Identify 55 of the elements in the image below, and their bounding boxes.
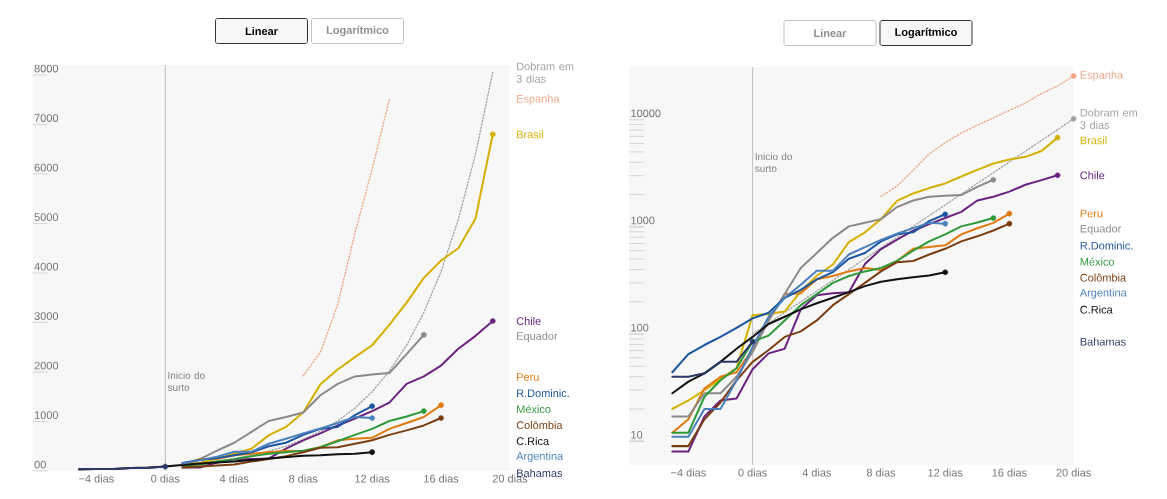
series-label: Brasil [1080, 136, 1107, 145]
y-tick-label: 1000 [631, 216, 655, 225]
text: Equador [1080, 224, 1122, 235]
x-tick-label: 12 dias [928, 468, 963, 477]
text: Peru [517, 373, 539, 381]
y-tick-label: 00 [34, 460, 46, 469]
text: Colômbia [516, 420, 563, 430]
text: C.Rica [516, 436, 550, 446]
ref-line-label: Inicio do surto [755, 152, 793, 173]
text: Linear [245, 26, 278, 36]
y-tick-label: 1000 [34, 411, 59, 419]
x-tick-label: 16 dias [424, 474, 459, 483]
y-tick-label: 10 [631, 430, 643, 439]
text: R.Dominic. [517, 388, 569, 398]
x-tick-label: −4 dias [79, 474, 114, 483]
series-label: Espanha [1080, 70, 1124, 82]
text: Colômbia [1080, 273, 1127, 282]
x-tick-label: 12 dias [355, 474, 390, 483]
text: Equador [517, 331, 558, 343]
text: Argentina [1079, 288, 1127, 299]
x-tick-label: 8 dias [866, 468, 896, 477]
text: México [517, 404, 551, 414]
text: Logarítmico [326, 25, 389, 37]
text: Espanha [517, 94, 560, 105]
series-label: Dobram em 3 dias [1080, 108, 1137, 129]
y-tick-label: 5000 [34, 213, 59, 221]
y-tick-label: 10000 [631, 109, 661, 118]
text: Logarítmico [895, 27, 957, 39]
x-tick-label: 4 dias [802, 468, 832, 477]
text: Linear [814, 28, 847, 38]
text: R.Dominic. [1080, 241, 1133, 250]
ref-line-label: Inicio do surto [167, 371, 205, 391]
x-tick-label: 0 dias [738, 468, 767, 477]
text: Peru [1080, 209, 1103, 218]
x-tick-label: 8 dias [289, 474, 318, 483]
y-tick-label: 2000 [34, 361, 59, 370]
x-tick-label: −4 dias [671, 468, 706, 477]
x-tick-label: 20 dias [1056, 468, 1091, 477]
y-tick-label: 100 [631, 323, 649, 332]
y-tick-label: 3000 [34, 312, 59, 320]
x-tick-label: 16 dias [992, 468, 1027, 477]
series-label: Chile [1080, 171, 1105, 180]
y-tick-label: 7000 [34, 114, 59, 122]
text: C.Rica [1080, 305, 1113, 314]
text: México [1080, 257, 1115, 266]
text: Dobram em 3 dias [516, 62, 574, 83]
series-label: Chile [516, 316, 541, 326]
text: Argentina [516, 451, 564, 463]
series-label: Brasil [517, 130, 543, 139]
y-tick-label: 8000 [34, 64, 59, 73]
text: Bahamas [1080, 337, 1126, 346]
x-tick-label: 4 dias [219, 474, 249, 483]
x-tick-label: 0 dias [151, 474, 180, 483]
y-tick-label: 4000 [34, 262, 59, 271]
y-tick-label: 6000 [34, 163, 59, 172]
